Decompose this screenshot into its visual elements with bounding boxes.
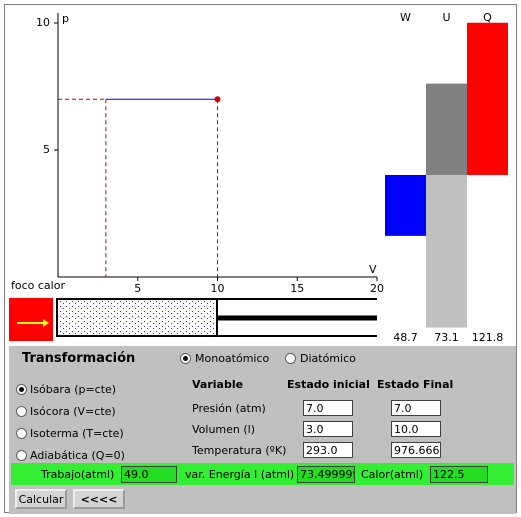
row-label: Volumen (l) — [192, 423, 256, 436]
x-tick-label: 10 — [211, 282, 225, 295]
back-button[interactable]: <<<< — [73, 489, 125, 509]
radio-label[interactable]: Diatómico — [300, 352, 356, 365]
heat-arrow-head — [43, 319, 49, 327]
result-field: 73.4999999 — [297, 466, 355, 483]
row-label: Temperatura (ºK) — [192, 444, 287, 457]
input-field[interactable]: 3.0 — [303, 421, 353, 437]
x-tick-label: 15 — [290, 282, 304, 295]
heat-source — [9, 298, 53, 341]
input-field[interactable]: 7.0 — [303, 400, 353, 416]
radio[interactable] — [16, 450, 27, 461]
applet: foco calor p V 5 10 15 20 5 10 W 48.7 U 73.1 Q 121.8 … — [4, 4, 517, 514]
radio-label[interactable]: Isoterma (T=cte) — [30, 427, 124, 440]
bar — [385, 175, 426, 236]
input-field[interactable]: 293.0 — [303, 442, 353, 458]
radio[interactable] — [16, 406, 27, 417]
heat-label: foco calor — [11, 279, 65, 292]
bar-header: Q — [483, 11, 492, 24]
top-area: foco calor p V 5 10 15 20 5 10 W 48.7 U 73.1 Q 121.8 — [9, 11, 508, 342]
bar-value: 73.1 — [434, 331, 459, 342]
bar — [426, 83, 467, 175]
radio[interactable] — [180, 353, 191, 364]
row-label: Presión (atm) — [192, 402, 266, 415]
y-tick-label: 5 — [43, 143, 50, 156]
input-field[interactable]: 7.0 — [391, 400, 441, 416]
input-field[interactable]: 976.66666 — [391, 442, 441, 458]
result-label: Trabajo(atml) — [41, 468, 115, 481]
gas — [56, 298, 218, 337]
bar-base — [426, 175, 467, 328]
bar-value: 48.7 — [393, 331, 418, 342]
x-tick-label: 5 — [134, 282, 141, 295]
bar-header: W — [400, 11, 411, 24]
radio[interactable] — [16, 428, 27, 439]
section-title: Transformación — [22, 351, 136, 366]
column-header: Variable — [192, 378, 244, 391]
radio-label[interactable]: Monoatómico — [195, 352, 270, 365]
radio-label[interactable]: Isócora (V=cte) — [30, 405, 116, 418]
bar-header: U — [442, 11, 450, 24]
bar — [467, 22, 508, 175]
radio[interactable] — [285, 353, 296, 364]
bar-value: 121.8 — [472, 331, 504, 342]
column-header: Estado Final — [377, 378, 454, 391]
result-label: Calor(atml) — [361, 468, 424, 481]
x-tick-label: 20 — [370, 282, 384, 295]
radio[interactable] — [16, 384, 27, 395]
y-tick-label: 10 — [36, 16, 50, 29]
result-label: var. Energía I (atml) — [185, 468, 295, 481]
result-field: 49.0 — [121, 466, 177, 483]
calculate-button[interactable]: Calcular — [15, 489, 67, 509]
x-axis-label: V — [369, 263, 377, 276]
column-header: Estado inicial — [287, 378, 370, 391]
input-field[interactable]: 10.0 — [391, 421, 441, 437]
radio-label[interactable]: Isóbara (p=cte) — [30, 383, 117, 396]
result-field: 122.5 — [430, 466, 488, 483]
radio-label[interactable]: Adiabática (Q=0) — [30, 449, 125, 462]
control-panel: Transformación Monoatómico Diatómico Isó… — [9, 346, 516, 514]
state-point — [214, 96, 221, 103]
results-bar: Trabajo(atml) 49.0 var. Energía I (atml)… — [11, 463, 514, 485]
y-axis-label: p — [62, 12, 69, 25]
